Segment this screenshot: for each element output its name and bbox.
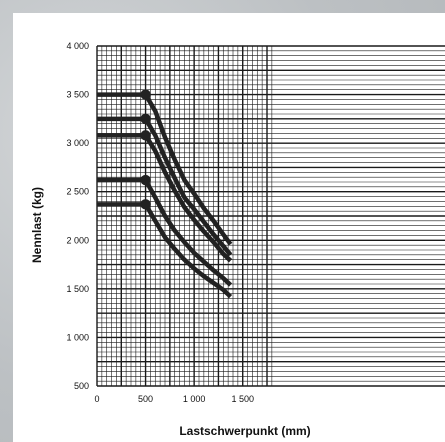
x-axis-title: Lastschwerpunkt (mm) [179,424,310,438]
grid-major [96,45,445,387]
chart-panel: 500 1 000 1 500 2 000 2 500 3 000 3 500 4 000 0 5… [13,13,445,442]
x-tick-label: 0 [94,394,99,404]
y-tick-label: 1 500 [66,284,89,294]
series-line-5 [97,202,233,299]
series-line-1 [97,92,233,246]
x-tick-label: 1 000 [183,394,206,404]
series-knee-point-5 [140,199,151,210]
series-knee-point-2 [140,113,151,125]
y-tick-label: 2 000 [66,235,89,245]
series-line-4 [97,177,233,287]
series-layer [97,89,233,299]
series-line-2 [97,116,233,257]
y-tick-label: 3 000 [66,138,89,148]
series-knee-point-1 [140,89,151,100]
series-line-3 [97,133,233,263]
y-tick-label: 4 000 [66,41,89,51]
y-tick-label: 1 000 [66,332,89,342]
series-knee-point-3 [140,130,151,141]
y-axis-title: Nennlast (kg) [30,187,44,263]
y-tick-label: 500 [74,381,89,391]
x-tick-label: 500 [138,394,153,404]
y-tick-label: 3 500 [66,90,89,100]
y-tick-label: 2 500 [66,187,89,197]
x-tick-label: 1 500 [231,394,254,404]
series-knee-point-4 [140,174,151,186]
